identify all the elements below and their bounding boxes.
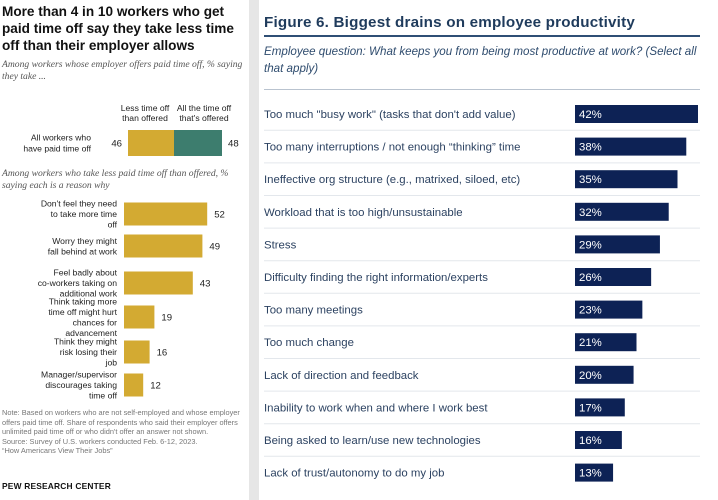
pew-report-name: “How Americans View Their Jobs”	[2, 446, 113, 456]
pew-chart-title: More than 4 in 10 workers who get paid t…	[2, 4, 234, 53]
drain-value-label: 42%	[579, 109, 602, 121]
drain-category-label: Difficulty finding the right information…	[264, 272, 488, 284]
drain-category-label: Lack of direction and feedback	[264, 370, 419, 382]
drain-value-label: 26%	[579, 272, 602, 284]
drain-category-label: Too much "busy work" (tasks that don't a…	[264, 109, 516, 121]
question-rule	[264, 89, 700, 90]
reason-value-label: 52	[214, 210, 225, 221]
drain-value-label: 20%	[579, 370, 602, 382]
drain-bar	[575, 463, 614, 482]
reason-value-label: 49	[209, 242, 220, 253]
drain-category-label: Ineffective org structure (e.g., matrixe…	[264, 174, 520, 186]
pew-subtitle-2: Among workers who take less paid time of…	[2, 168, 229, 191]
reason-bar	[124, 234, 203, 258]
reason-bar	[124, 305, 155, 329]
drain-value-label: 32%	[579, 207, 602, 219]
stacked-bar-segment	[174, 130, 222, 156]
reason-category-label: Think taking more time off might hurt chan…	[48, 296, 117, 338]
reason-category-label: Think they might risk losing their job	[54, 337, 118, 368]
reason-bar	[124, 202, 208, 226]
reason-value-label: 43	[200, 279, 211, 290]
drain-category-label: Too many meetings	[264, 305, 363, 317]
reason-category-label: Manager/supervisor discourages taking time…	[41, 370, 118, 401]
reason-value-label: 12	[150, 381, 161, 392]
stacked-category-label: All workers who have paid time off	[23, 133, 91, 154]
panel-divider	[249, 0, 259, 500]
reason-bar	[124, 373, 144, 397]
stacked-value-label: 46	[111, 139, 122, 150]
drain-bar	[575, 300, 643, 319]
title-rule	[264, 35, 700, 37]
drain-category-label: Too many interruptions / not enough “thi…	[264, 142, 520, 154]
reason-bar	[124, 271, 193, 295]
drain-value-label: 38%	[579, 142, 602, 154]
reason-category-label: Worry they might fall behind at work	[48, 236, 118, 257]
pew-logo: PEW RESEARCH CENTER	[2, 481, 111, 491]
reason-bar	[124, 340, 150, 364]
drain-bar	[575, 235, 660, 254]
drain-bar	[575, 105, 698, 123]
pew-subtitle-1: Among workers whose employer offers paid…	[2, 59, 243, 82]
drain-bar	[575, 137, 687, 156]
survey-question: Employee question: What keeps you from b…	[264, 45, 697, 75]
pew-note: Note: Based on workers who are not self-…	[2, 408, 240, 437]
drain-category-label: Lack of trust/autonomy to do my job	[264, 468, 444, 480]
drain-value-label: 16%	[579, 435, 602, 447]
stacked-series-header: Less time off than offered	[121, 103, 170, 123]
drain-value-label: 21%	[579, 337, 602, 349]
pew-source: Source: Survey of U.S. workers conducted…	[2, 436, 198, 446]
drain-bar	[575, 398, 625, 417]
pew-charts: Less time off than offered 46 All the time …	[23, 103, 239, 401]
drain-category-label: Inability to work when and where I work …	[264, 402, 488, 414]
stacked-value-label: 48	[228, 139, 239, 150]
drain-value-label: 23%	[579, 305, 602, 317]
drain-category-label: Workload that is too high/unsustainable	[264, 207, 463, 219]
figure-title: Figure 6. Biggest drains on employee pro…	[264, 14, 635, 31]
drain-value-label: 35%	[579, 174, 602, 186]
drain-bar	[575, 365, 634, 384]
reason-category-label: Don't feel they need to take more time off	[41, 199, 118, 230]
reason-value-label: 16	[157, 348, 168, 359]
drain-value-label: 13%	[579, 468, 602, 480]
pew-note-block: Note: Based on workers who are not self-…	[2, 408, 247, 456]
reason-category-label: Feel badly about co-workers taking on addi…	[38, 268, 118, 299]
drain-category-label: Stress	[264, 239, 297, 251]
drain-bar	[575, 170, 678, 189]
reason-value-label: 19	[161, 313, 172, 324]
drain-bar	[575, 333, 637, 352]
drain-value-label: 17%	[579, 402, 602, 414]
drain-category-label: Being asked to learn/use new technologie…	[264, 435, 481, 447]
drain-bar	[575, 268, 652, 286]
drain-bar	[575, 431, 622, 449]
drain-value-label: 29%	[579, 239, 602, 251]
drain-bar	[575, 202, 669, 221]
stacked-series-header: All the time off that's offered	[177, 103, 232, 123]
stacked-bar-segment	[128, 130, 174, 156]
drain-category-label: Too much change	[264, 337, 354, 349]
